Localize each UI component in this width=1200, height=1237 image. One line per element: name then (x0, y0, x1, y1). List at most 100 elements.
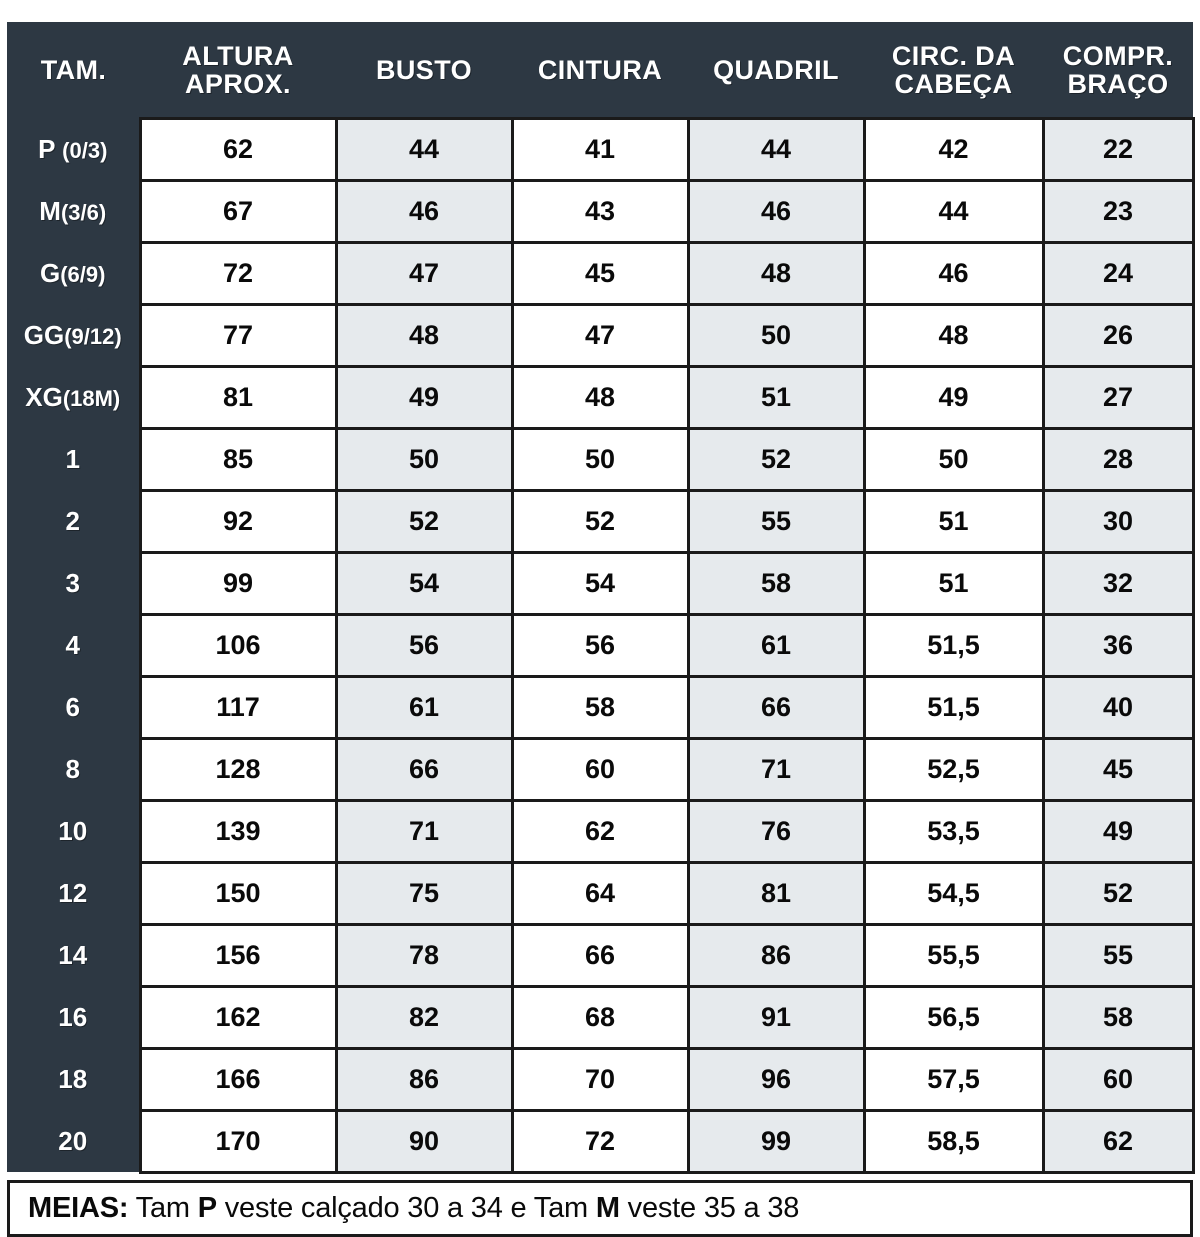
cell-quadril: 51 (686, 364, 866, 430)
header-line: COMPR. (1062, 40, 1174, 71)
column-header-busto: BUSTO (336, 22, 512, 118)
header-line: TAM. (40, 55, 107, 86)
size-label-cell: 16 (7, 986, 140, 1048)
header-line: BUSTO (375, 54, 472, 85)
cell-circ-cabeca: 51,5 (862, 674, 1045, 740)
cell-busto: 86 (334, 1046, 514, 1112)
size-label-main: 20 (58, 1125, 88, 1156)
size-label-cell: 20 (7, 1110, 140, 1172)
cell-altura-aprox: 62 (138, 116, 338, 182)
header-line: CABEÇA (894, 68, 1013, 99)
cell-altura-aprox: 150 (138, 860, 338, 926)
cell-compr-braco: 45 (1041, 736, 1195, 802)
table-row: 18 166 86 70 96 57,5 60 (7, 1046, 1195, 1112)
table-row: 12 150 75 64 81 54,5 52 (7, 860, 1195, 926)
cell-busto: 44 (334, 116, 514, 182)
cell-circ-cabeca: 54,5 (862, 860, 1045, 926)
size-label-cell: 4 (7, 614, 140, 676)
cell-compr-braco: 28 (1041, 426, 1195, 492)
cell-quadril: 58 (686, 550, 866, 616)
header-line: CINTURA (537, 54, 663, 85)
cell-altura-aprox: 106 (138, 612, 338, 678)
cell-busto: 49 (334, 364, 514, 430)
cell-busto: 78 (334, 922, 514, 988)
cell-altura-aprox: 117 (138, 674, 338, 740)
cell-altura-aprox: 85 (138, 426, 338, 492)
cell-circ-cabeca: 53,5 (862, 798, 1045, 864)
cell-busto: 54 (334, 550, 514, 616)
cell-busto: 47 (334, 240, 514, 306)
cell-altura-aprox: 170 (138, 1108, 338, 1174)
header-line: QUADRIL (713, 54, 839, 85)
header-row: TAM. ALTURA APROX. BUSTO CINTURA QUADRIL… (7, 22, 1193, 118)
table-row: 20 170 90 72 99 58,5 62 (7, 1108, 1195, 1174)
cell-quadril: 76 (686, 798, 866, 864)
cell-compr-braco: 26 (1041, 302, 1195, 368)
cell-compr-braco: 55 (1041, 922, 1195, 988)
size-label-cell: M(3/6) (7, 180, 140, 242)
cell-cintura: 50 (510, 426, 690, 492)
cell-circ-cabeca: 52,5 (862, 736, 1045, 802)
size-label-cell: 12 (7, 862, 140, 924)
cell-busto: 61 (334, 674, 514, 740)
size-label-cell: XG(18M) (7, 366, 140, 428)
size-label-main: 2 (65, 505, 80, 536)
footer-note-meias: MEIAS: Tam P veste calçado 30 a 34 e Tam… (7, 1179, 1193, 1237)
size-label-age: (3/6) (60, 199, 107, 225)
cell-busto: 90 (334, 1108, 514, 1174)
cell-circ-cabeca: 51 (862, 550, 1045, 616)
column-header-tam: TAM. (7, 22, 140, 118)
cell-cintura: 47 (510, 302, 690, 368)
cell-circ-cabeca: 50 (862, 426, 1045, 492)
cell-altura-aprox: 67 (138, 178, 338, 244)
cell-busto: 46 (334, 178, 514, 244)
footer-text-2: veste calçado 30 a 34 e Tam (216, 1191, 596, 1224)
cell-busto: 48 (334, 302, 514, 368)
size-label-age: (9/12) (64, 323, 122, 349)
size-label-cell: 2 (7, 490, 140, 552)
size-label-main: 6 (65, 691, 80, 722)
cell-quadril: 44 (686, 116, 866, 182)
size-label-main: XG (25, 381, 63, 412)
cell-cintura: 43 (510, 178, 690, 244)
cell-busto: 71 (334, 798, 514, 864)
cell-cintura: 52 (510, 488, 690, 554)
column-header-altura-aprox: ALTURA APROX. (140, 22, 336, 118)
cell-circ-cabeca: 46 (862, 240, 1045, 306)
size-label-main: 14 (58, 939, 88, 970)
size-label-cell: 6 (7, 676, 140, 738)
table-row: 1 85 50 50 52 50 28 (7, 426, 1195, 492)
cell-compr-braco: 24 (1041, 240, 1195, 306)
table-row: 10 139 71 62 76 53,5 49 (7, 798, 1195, 864)
cell-cintura: 64 (510, 860, 690, 926)
size-label-cell: 8 (7, 738, 140, 800)
cell-altura-aprox: 81 (138, 364, 338, 430)
cell-compr-braco: 52 (1041, 860, 1195, 926)
cell-busto: 52 (334, 488, 514, 554)
size-label-main: 4 (65, 629, 80, 660)
cell-compr-braco: 23 (1041, 178, 1195, 244)
header-line: BRAÇO (1067, 68, 1169, 99)
table-row: G(6/9) 72 47 45 48 46 24 (7, 240, 1195, 306)
cell-quadril: 96 (686, 1046, 866, 1112)
size-label-age: (6/9) (60, 261, 106, 287)
size-label-cell: 18 (7, 1048, 140, 1110)
cell-compr-braco: 58 (1041, 984, 1195, 1050)
cell-altura-aprox: 72 (138, 240, 338, 306)
cell-quadril: 52 (686, 426, 866, 492)
table-row: 4 106 56 56 61 51,5 36 (7, 612, 1195, 678)
cell-circ-cabeca: 49 (862, 364, 1045, 430)
cell-cintura: 56 (510, 612, 690, 678)
cell-altura-aprox: 92 (138, 488, 338, 554)
table-row: GG(9/12) 77 48 47 50 48 26 (7, 302, 1195, 368)
size-chart-table: TAM. ALTURA APROX. BUSTO CINTURA QUADRIL… (7, 22, 1195, 1174)
header-line: ALTURA (182, 40, 294, 71)
cell-cintura: 41 (510, 116, 690, 182)
header-line: CIRC. DA (891, 40, 1016, 71)
cell-cintura: 68 (510, 984, 690, 1050)
cell-altura-aprox: 128 (138, 736, 338, 802)
column-header-compr-braco: COMPR. BRAÇO (1043, 22, 1193, 118)
cell-cintura: 60 (510, 736, 690, 802)
cell-busto: 75 (334, 860, 514, 926)
cell-compr-braco: 22 (1041, 116, 1195, 182)
